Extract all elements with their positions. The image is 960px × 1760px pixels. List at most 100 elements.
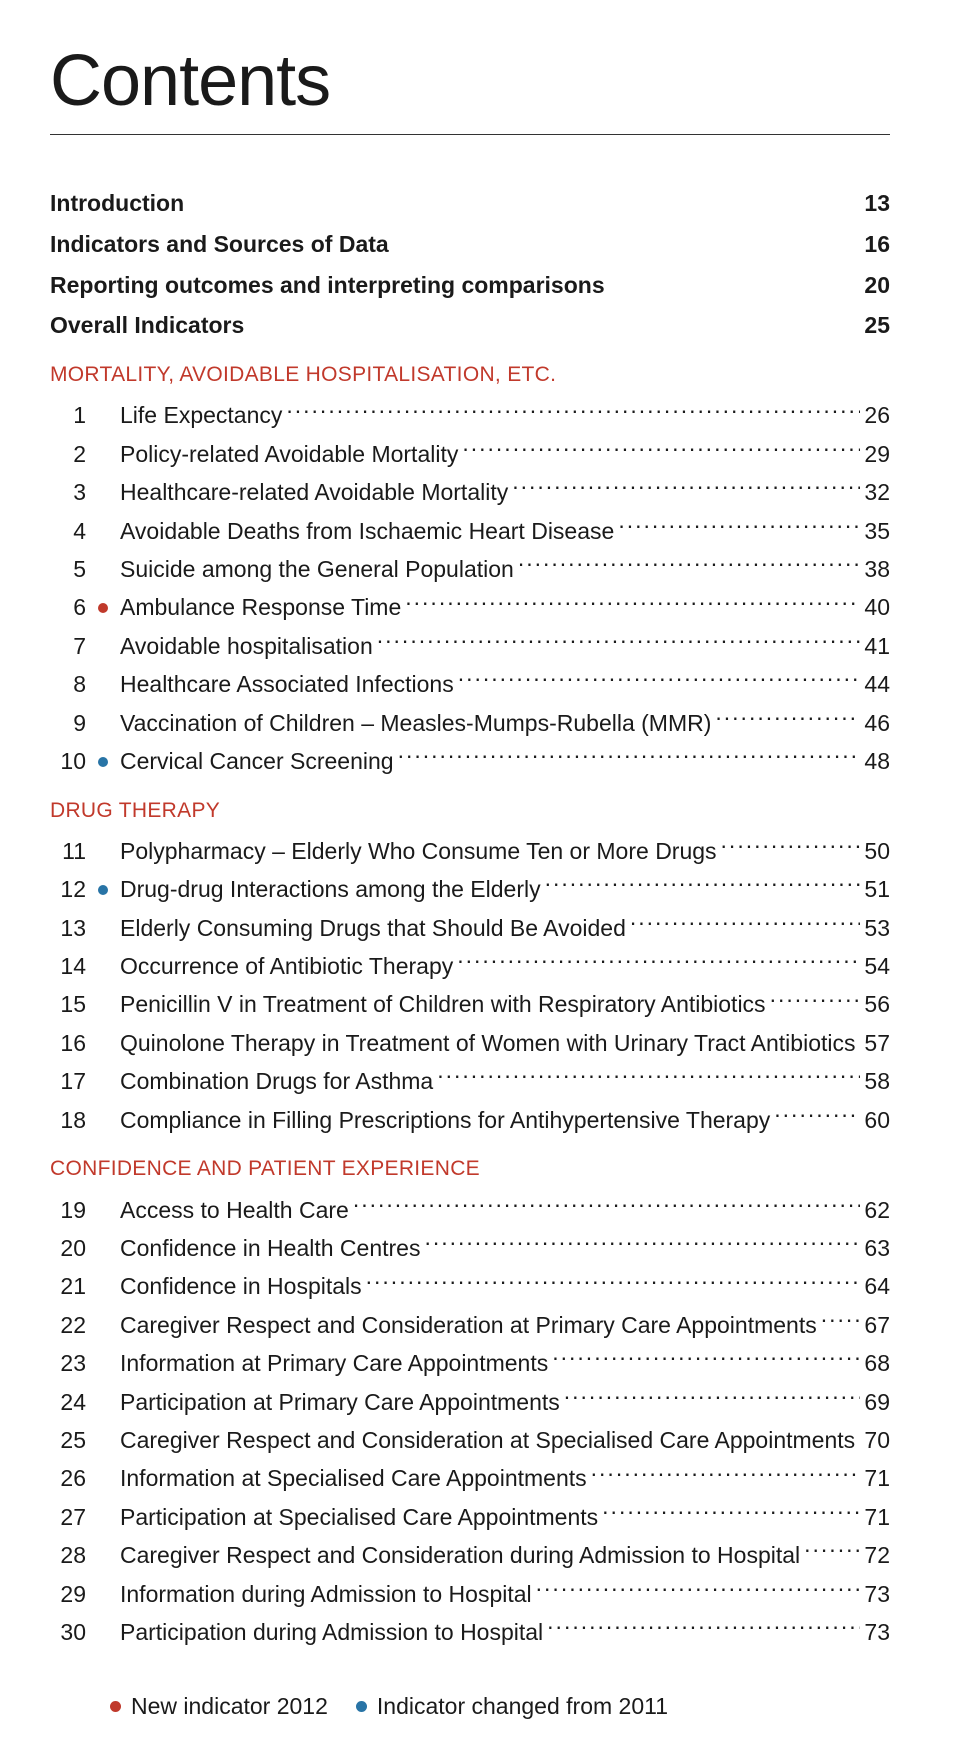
entry-page: 26 [864,397,890,434]
entry-page: 32 [864,474,890,511]
intro-fill [244,307,864,344]
entry-page: 72 [864,1537,890,1574]
toc-entry: 16Quinolone Therapy in Treatment of Wome… [50,1023,890,1061]
entry-number: 23 [50,1345,98,1382]
entry-page: 73 [864,1614,890,1651]
entry-page: 71 [864,1460,890,1497]
dot-leader [547,1612,860,1640]
toc-entry: 29Information during Admission to Hospit… [50,1574,890,1612]
entry-label: Polypharmacy – Elderly Who Consume Ten o… [120,833,717,870]
toc-entry: 20Confidence in Health Centres63 [50,1228,890,1266]
dot-leader [552,1344,860,1372]
toc-entry: 1Life Expectancy26 [50,396,890,434]
entry-number: 7 [50,628,98,665]
intro-label: Overall Indicators [50,307,244,344]
entry-number: 27 [50,1499,98,1536]
dot-leader [366,1267,861,1295]
legend-item: New indicator 2012 [110,1693,328,1720]
entry-label: Participation at Specialised Care Appoin… [120,1499,598,1536]
bullet-blue-icon [98,757,108,767]
intro-row: Introduction13 [50,185,890,222]
entry-label: Caregiver Respect and Consideration duri… [120,1537,800,1574]
dot-leader [859,1420,860,1448]
dot-leader [518,549,861,577]
entry-page: 68 [864,1345,890,1382]
toc-entry: 12Drug-drug Interactions among the Elder… [50,870,890,908]
table-of-contents: Introduction13Indicators and Sources of … [50,185,890,1651]
entry-page: 44 [864,666,890,703]
entry-page: 70 [864,1422,890,1459]
entry-label: Penicillin V in Treatment of Children wi… [120,986,766,1023]
toc-entry: 17 Combination Drugs for Asthma 58 [50,1062,890,1100]
entry-label: Confidence in Hospitals [120,1268,362,1305]
toc-entry: 11Polypharmacy – Elderly Who Consume Ten… [50,831,890,869]
entry-page: 63 [864,1230,890,1267]
legend: New indicator 2012Indicator changed from… [50,1691,890,1720]
intro-rows: Introduction13Indicators and Sources of … [50,185,890,344]
dot-leader [405,588,860,616]
entry-number: 14 [50,948,98,985]
entry-page: 56 [864,986,890,1023]
dot-leader [618,511,860,539]
entry-number: 5 [50,551,98,588]
entry-label: Avoidable Deaths from Ischaemic Heart Di… [120,513,614,550]
entry-number: 19 [50,1192,98,1229]
entry-label: Suicide among the General Population [120,551,514,588]
entry-number: 3 [50,474,98,511]
section-heading: MORTALITY, AVOIDABLE HOSPITALISATION, ET… [50,358,890,392]
toc-sections: MORTALITY, AVOIDABLE HOSPITALISATION, ET… [50,358,890,1651]
dot-leader [859,1023,860,1051]
entry-number: 22 [50,1307,98,1344]
entry-page: 50 [864,833,890,870]
entry-page: 38 [864,551,890,588]
dot-leader [462,434,860,462]
intro-fill [389,226,865,263]
dot-leader [457,946,860,974]
intro-page: 20 [864,267,890,304]
entry-label: Healthcare-related Avoidable Mortality [120,474,508,511]
entry-label: Vaccination of Children – Measles-Mumps-… [120,705,711,742]
page-title: Contents [50,40,890,122]
toc-entry: 27 Participation at Specialised Care Appo… [50,1497,890,1535]
entry-label: Avoidable hospitalisation [120,628,373,665]
entry-label: Caregiver Respect and Consideration at P… [120,1307,817,1344]
entry-number: 6 [50,589,98,626]
dot-leader [545,870,861,898]
toc-entry: 22 Caregiver Respect and Consideration at… [50,1305,890,1343]
entry-number: 21 [50,1268,98,1305]
toc-entry: 23Information at Primary Care Appointmen… [50,1344,890,1382]
toc-entry: 26Information at Specialised Care Appoin… [50,1459,890,1497]
dot-leader [458,665,861,693]
dot-leader [770,985,861,1013]
toc-entry: 13Elderly Consuming Drugs that Should Be… [50,908,890,946]
entry-number: 10 [50,743,98,780]
entry-page: 51 [864,871,890,908]
entry-bullet-col [98,743,120,780]
entry-page: 57 [864,1025,890,1062]
dot-leader [715,703,860,731]
entry-page: 67 [864,1307,890,1344]
entry-number: 17 [50,1063,98,1100]
entry-page: 40 [864,589,890,626]
section-heading: DRUG THERAPY [50,794,890,828]
entry-page: 69 [864,1384,890,1421]
page: Contents Introduction13Indicators and So… [0,0,960,1760]
entry-number: 1 [50,397,98,434]
intro-label: Reporting outcomes and interpreting comp… [50,267,605,304]
entry-number: 9 [50,705,98,742]
entry-page: 58 [864,1063,890,1100]
dot-leader [721,831,861,859]
dot-leader [804,1536,860,1564]
dot-leader [536,1574,861,1602]
entry-page: 41 [864,628,890,665]
toc-entry: 21Confidence in Hospitals64 [50,1267,890,1305]
intro-page: 16 [864,226,890,263]
entry-number: 28 [50,1537,98,1574]
entry-label: Participation during Admission to Hospit… [120,1614,543,1651]
dot-leader [630,908,861,936]
entry-number: 16 [50,1025,98,1062]
entry-page: 35 [864,513,890,550]
entry-label: Combination Drugs for Asthma [120,1063,433,1100]
entry-label: Ambulance Response Time [120,589,401,626]
entry-number: 29 [50,1576,98,1613]
